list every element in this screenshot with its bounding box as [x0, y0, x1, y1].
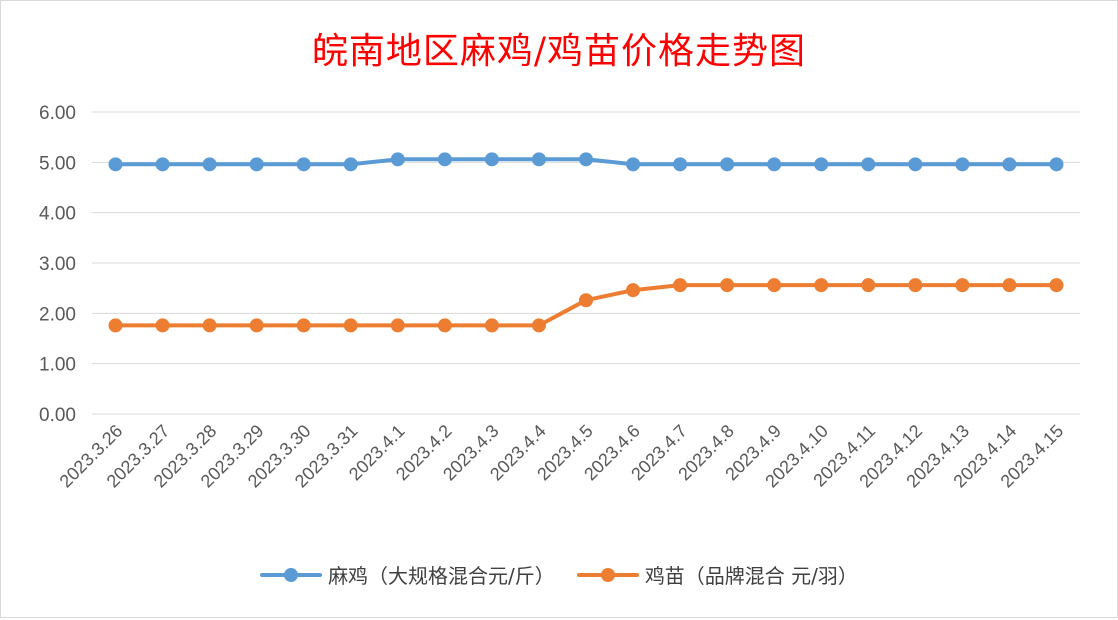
- series-0-point: [720, 157, 735, 172]
- series-1-point: [767, 278, 782, 293]
- legend-marker-ma-ji: [284, 567, 299, 582]
- series-0-point: [626, 157, 641, 172]
- series-0-point: [531, 152, 546, 167]
- series-0-point: [343, 157, 358, 172]
- series-1-point: [1049, 278, 1064, 293]
- series-1-point: [720, 278, 735, 293]
- series-0-point: [155, 157, 170, 172]
- legend-label-ma-ji: 麻鸡（大规格混合元/斤）: [328, 564, 555, 588]
- series-1-point: [1002, 278, 1017, 293]
- series-1-point: [673, 278, 688, 293]
- series-1-point: [908, 278, 923, 293]
- y-tick-label: 2.00: [39, 304, 76, 325]
- y-tick-label: 0.00: [39, 405, 76, 426]
- series-0-point: [579, 152, 593, 167]
- series-1-point: [108, 318, 123, 333]
- series-lines: [108, 152, 1064, 333]
- series-1-point: [155, 318, 170, 333]
- series-0-point: [249, 157, 264, 172]
- series-0-point: [767, 157, 782, 172]
- series-0-point: [296, 157, 311, 172]
- y-tick-label: 4.00: [39, 204, 76, 225]
- y-axis-ticks: 0.00 1.00 2.00 3.00 4.00 5.00 6.00: [39, 103, 76, 426]
- series-1-point: [437, 318, 452, 333]
- series-0-point: [1049, 157, 1064, 172]
- series-1-point: [955, 278, 970, 293]
- series-1-point: [296, 318, 311, 333]
- series-0-point: [437, 152, 452, 167]
- series-1-point: [814, 278, 829, 293]
- series-1-point: [579, 293, 593, 308]
- legend-swatch-ma-ji: [260, 567, 323, 582]
- legend-item-ma-ji: 麻鸡（大规格混合元/斤）: [260, 560, 555, 589]
- series-0-point: [955, 157, 970, 172]
- series-1-point: [861, 278, 876, 293]
- series-0-point: [814, 157, 829, 172]
- series-1-point: [249, 318, 264, 333]
- legend: 麻鸡（大规格混合元/斤） 鸡苗（品牌混合 元/羽）: [0, 560, 1118, 589]
- series-0-point: [673, 157, 688, 172]
- legend-label-ji-miao: 鸡苗（品牌混合 元/羽）: [644, 564, 858, 588]
- series-1-point: [390, 318, 405, 333]
- series-0-point: [390, 152, 405, 167]
- series-0-point: [1002, 157, 1017, 172]
- legend-swatch-ji-miao: [576, 567, 639, 582]
- series-0-point: [861, 157, 876, 172]
- series-0-point: [484, 152, 499, 167]
- x-axis-ticks: 2023.3.262023.3.272023.3.282023.3.292023…: [56, 421, 1068, 492]
- series-1-point: [531, 318, 546, 333]
- chart-title: 皖南地区麻鸡/鸡苗价格走势图: [311, 31, 807, 72]
- series-0-point: [108, 157, 123, 172]
- legend-marker-ji-miao: [600, 567, 615, 582]
- y-tick-label: 6.00: [39, 103, 76, 124]
- y-tick-label: 5.00: [39, 153, 76, 174]
- legend-item-ji-miao: 鸡苗（品牌混合 元/羽）: [576, 560, 858, 589]
- series-1-point: [343, 318, 358, 333]
- y-tick-label: 1.00: [39, 355, 76, 376]
- series-1-point: [202, 318, 217, 333]
- y-tick-label: 3.00: [39, 254, 76, 275]
- series-1-point: [626, 283, 641, 298]
- series-0-point: [202, 157, 217, 172]
- series-1-point: [484, 318, 499, 333]
- series-0-point: [908, 157, 923, 172]
